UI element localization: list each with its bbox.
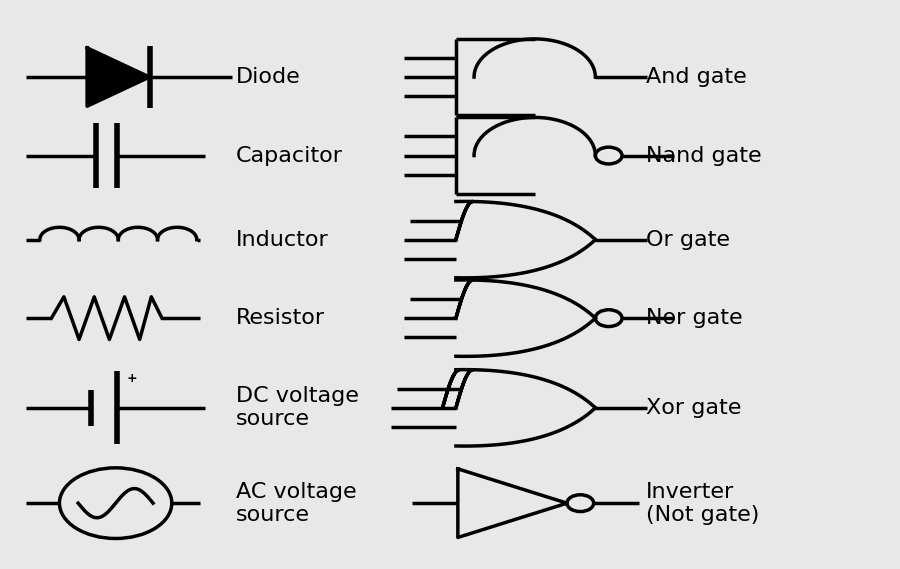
Text: +: +: [126, 372, 137, 385]
Text: Capacitor: Capacitor: [236, 146, 343, 166]
Text: Nand gate: Nand gate: [646, 146, 761, 166]
Text: Resistor: Resistor: [236, 308, 325, 328]
Text: Inverter
(Not gate): Inverter (Not gate): [646, 481, 760, 525]
Text: DC voltage
source: DC voltage source: [236, 386, 359, 430]
Text: Nor gate: Nor gate: [646, 308, 742, 328]
Text: And gate: And gate: [646, 67, 747, 87]
Text: Or gate: Or gate: [646, 230, 730, 250]
Text: AC voltage
source: AC voltage source: [236, 481, 356, 525]
Polygon shape: [87, 48, 149, 106]
Text: Diode: Diode: [236, 67, 301, 87]
Text: Inductor: Inductor: [236, 230, 328, 250]
Text: Xor gate: Xor gate: [646, 398, 742, 418]
